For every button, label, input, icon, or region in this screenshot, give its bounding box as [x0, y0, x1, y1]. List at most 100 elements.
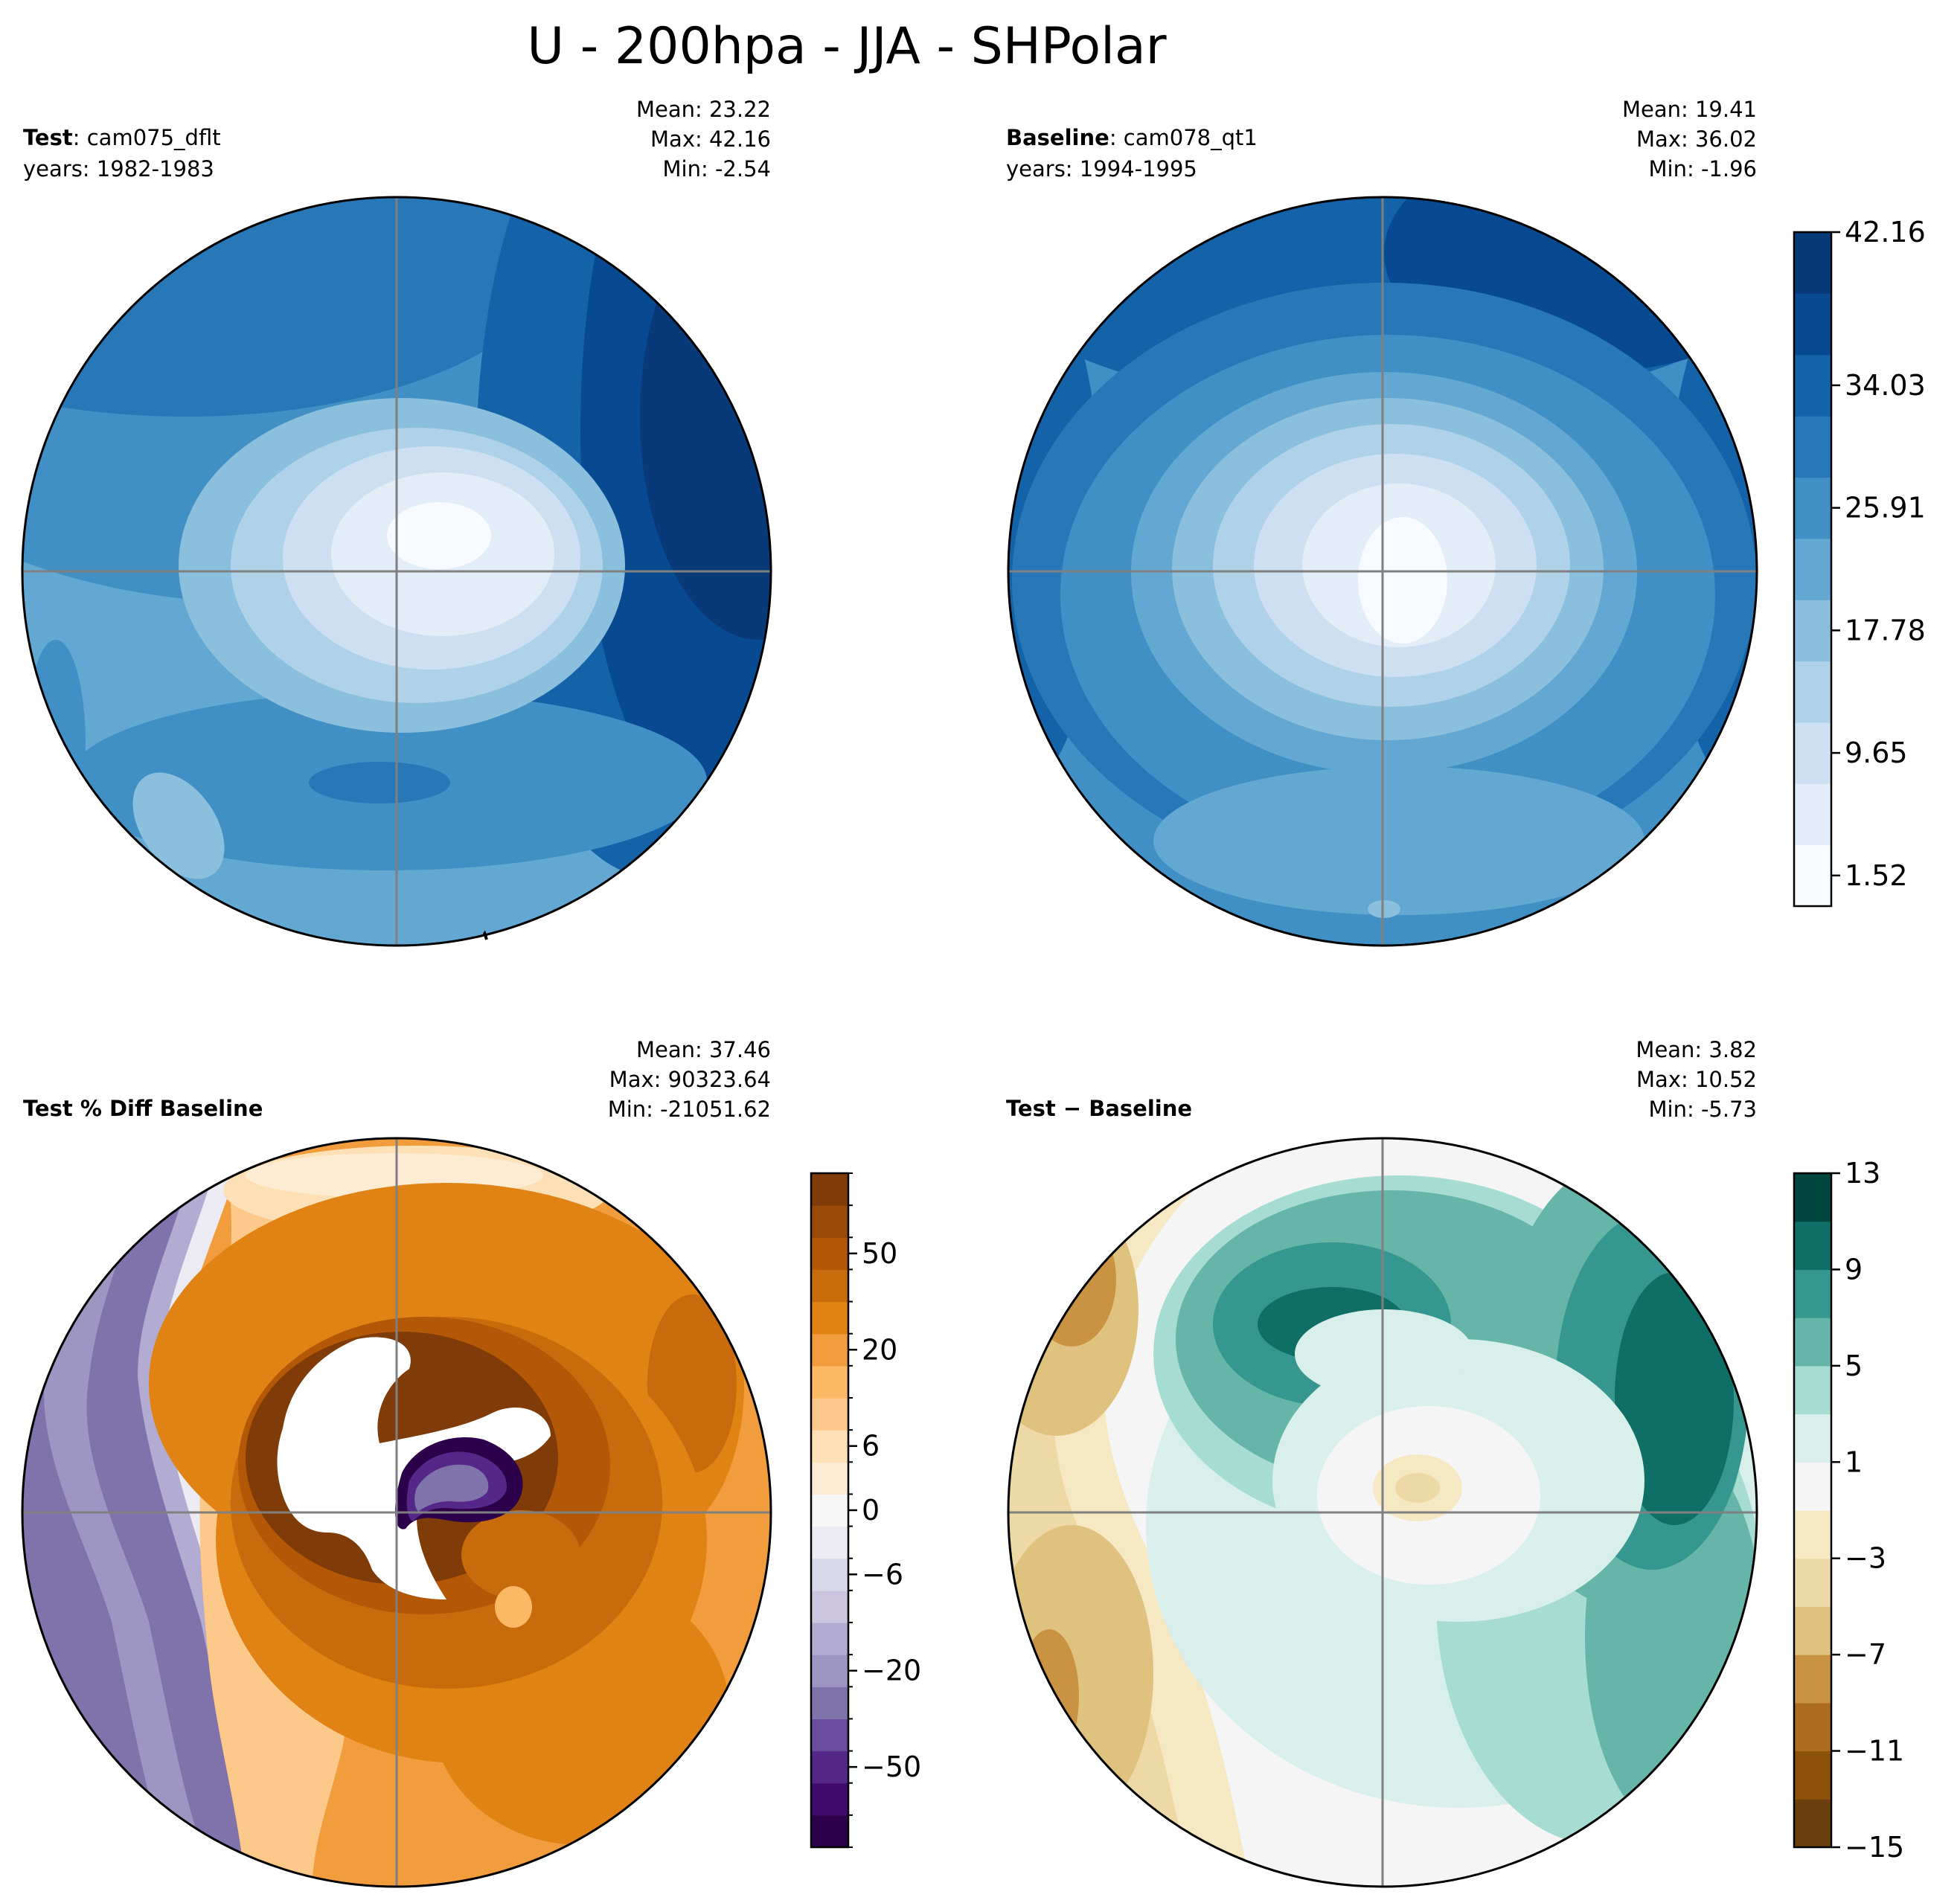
map-pctdiff-boundary: [21, 1137, 772, 1888]
shared_top-colorbar-swatch: [1794, 416, 1831, 478]
shared_top-colorbar-swatch: [1794, 354, 1831, 417]
panel-pctdiff-min: Min: -21051.62: [608, 1097, 771, 1122]
diff-colorbar-tick-label: 13: [1845, 1157, 1880, 1190]
diff-colorbar-swatch: [1794, 1462, 1831, 1511]
panel-baseline-mean: Mean: 19.41: [1622, 97, 1757, 122]
shared_top-colorbar-tick-label: 34.03: [1845, 369, 1926, 402]
pctdiff-colorbar-tick-label: 50: [862, 1237, 897, 1270]
panel-diff-label: Test − Baseline: [1006, 1096, 1192, 1121]
map-diff-boundary: [1007, 1137, 1758, 1888]
shared_top-colorbar-swatch: [1794, 232, 1831, 294]
panel-pctdiff-max: Max: 90323.64: [609, 1067, 771, 1092]
pctdiff-colorbar-swatch: [811, 1655, 848, 1687]
panel-test-max: Max: 42.16: [650, 126, 771, 152]
pctdiff-colorbar-swatch: [811, 1623, 848, 1655]
panel-test-years: years: 1982-1983: [23, 156, 214, 182]
pctdiff-colorbar-swatch: [811, 1782, 848, 1816]
pctdiff-colorbar-swatch: [811, 1430, 848, 1463]
pctdiff-colorbar-swatch: [811, 1814, 848, 1848]
pctdiff-colorbar-swatch: [811, 1494, 848, 1527]
diff-colorbar-swatch: [1794, 1606, 1831, 1655]
diff-colorbar-swatch: [1794, 1655, 1831, 1704]
diff-colorbar-swatch: [1794, 1413, 1831, 1463]
diff-colorbar-frame: [1793, 1172, 1833, 1849]
shared_top-colorbar-tick-label: 25.91: [1845, 492, 1926, 524]
diff-colorbar-tick-label: 9: [1845, 1253, 1863, 1286]
pctdiff-colorbar-swatch: [811, 1205, 848, 1238]
diff-colorbar-tick-label: 1: [1845, 1445, 1863, 1478]
shared_top-colorbar-tick-label: 17.78: [1845, 614, 1926, 646]
map-baseline: [1008, 197, 1757, 946]
colorbar-shared: 1.52 9.65 17.78 25.91 34.03 42.16: [1793, 216, 1926, 908]
map-baseline-boundary: [1007, 196, 1758, 947]
panel-pctdiff-mean: Mean: 37.46: [636, 1037, 771, 1062]
pctdiff-colorbar-swatch: [811, 1719, 848, 1752]
shared_top-colorbar-frame: [1793, 231, 1833, 908]
diff-colorbar-tick-label: −15: [1845, 1831, 1904, 1864]
pctdiff-colorbar-swatch: [811, 1365, 848, 1399]
pctdiff-colorbar-swatch: [811, 1173, 848, 1206]
pctdiff-colorbar-swatch: [811, 1333, 848, 1367]
pctdiff-colorbar-swatch: [811, 1590, 848, 1623]
shared_top-colorbar-tick-label: 9.65: [1845, 737, 1908, 769]
map-test: [22, 197, 771, 946]
map-test-boundary: [21, 196, 772, 947]
shared_top-colorbar-swatch: [1794, 477, 1831, 539]
diff-colorbar-swatch: [1794, 1510, 1831, 1559]
panel-test: Test: cam075_dflt years: 1982-1983 Mean:…: [21, 97, 772, 949]
shared_top-colorbar-swatch: [1794, 600, 1831, 662]
pctdiff-colorbar-swatch: [811, 1462, 848, 1495]
panel-diff-max: Max: 10.52: [1636, 1067, 1757, 1092]
pctdiff-colorbar-swatch: [811, 1750, 848, 1784]
diff-colorbar-tick-label: −7: [1845, 1638, 1886, 1671]
pctdiff-colorbar-swatch: [811, 1687, 848, 1720]
pctdiff-colorbar-swatch: [811, 1398, 848, 1431]
diff-colorbar-swatch: [1794, 1221, 1831, 1271]
diff-colorbar-swatch: [1794, 1318, 1831, 1367]
shared_top-colorbar-swatch: [1794, 783, 1831, 846]
pctdiff-colorbar-tick-label: −6: [862, 1558, 903, 1591]
shared_top-colorbar-swatch: [1794, 661, 1831, 723]
diff-colorbar-swatch: [1794, 1799, 1831, 1848]
shared_top-colorbar-swatch: [1794, 722, 1831, 784]
pctdiff-colorbar-tick-label: 6: [862, 1430, 880, 1463]
diff-colorbar-tick-label: 5: [1845, 1350, 1863, 1382]
panel-baseline-min: Min: -1.96: [1649, 156, 1757, 182]
shared_top-colorbar-tick-label: 1.52: [1845, 859, 1908, 892]
figure-title: U - 200hpa - JJA - SHPolar: [527, 17, 1166, 76]
panel-diff-mean: Mean: 3.82: [1636, 1037, 1757, 1062]
panel-baseline-years: years: 1994-1995: [1006, 156, 1197, 182]
pctdiff-colorbar-swatch: [811, 1269, 848, 1303]
pctdiff-colorbar-tick-label: 20: [862, 1333, 897, 1366]
pctdiff-colorbar-tick-label: −20: [862, 1655, 921, 1687]
colorbar-pctdiff: −50 −20 −6 0 6 20 50: [810, 1172, 921, 1849]
diff-colorbar-swatch: [1794, 1269, 1831, 1318]
diff-colorbar-tick-label: −3: [1845, 1542, 1886, 1575]
panel-pctdiff-label: Test % Diff Baseline: [23, 1096, 263, 1121]
diff-colorbar-tick-label: −11: [1845, 1735, 1904, 1768]
pctdiff-colorbar-swatch: [811, 1526, 848, 1559]
panel-diff-min: Min: -5.73: [1649, 1097, 1757, 1122]
shared_top-colorbar-swatch: [1794, 293, 1831, 356]
pctdiff-colorbar-tick-label: −50: [862, 1750, 921, 1783]
diff-colorbar-swatch: [1794, 1558, 1831, 1608]
shared_top-colorbar-swatch: [1794, 844, 1831, 907]
panel-pctdiff: Test % Diff Baseline Mean: 37.46 Max: 90…: [21, 1037, 772, 1888]
shared_top-colorbar-tick-label: 42.16: [1845, 216, 1926, 248]
pctdiff-colorbar-swatch: [811, 1558, 848, 1591]
pctdiff-colorbar-tick-label: 0: [862, 1494, 880, 1527]
panel-baseline-label: Baseline: cam078_qt1: [1006, 125, 1258, 150]
diff-colorbar-swatch: [1794, 1365, 1831, 1415]
diff-colorbar-swatch: [1794, 1173, 1831, 1222]
panel-test-mean: Mean: 23.22: [636, 97, 771, 122]
shared_top-colorbar-swatch: [1794, 538, 1831, 600]
pctdiff-colorbar-swatch: [811, 1237, 848, 1271]
pctdiff-colorbar-swatch: [811, 1301, 848, 1335]
colorbar-diff: −15 −11 −7 −3 1 5 9 13: [1793, 1157, 1904, 1864]
panel-baseline: Baseline: cam078_qt1 years: 1994-1995 Me…: [1006, 97, 1758, 947]
panel-baseline-max: Max: 36.02: [1636, 126, 1757, 152]
panel-test-min: Min: -2.54: [663, 156, 771, 182]
panel-test-label: Test: cam075_dflt: [23, 125, 221, 150]
panel-diff: Test − Baseline Mean: 3.82 Max: 10.52 Mi…: [1006, 1037, 1758, 1888]
